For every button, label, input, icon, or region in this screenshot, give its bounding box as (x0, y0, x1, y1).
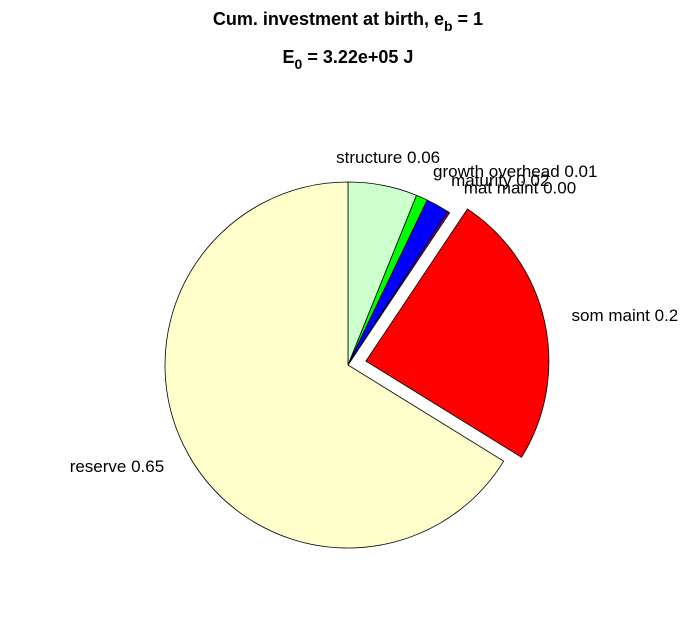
title-subscript: 0 (295, 56, 303, 72)
slice-label: som maint 0.2 (572, 306, 679, 325)
title-subscript: b (444, 18, 453, 34)
title-text: = 1 (453, 9, 484, 29)
pie-slice (365, 208, 550, 458)
title-text: = 3.22e+05 J (302, 47, 413, 67)
slice-label: reserve 0.65 (70, 457, 165, 476)
pie-slice (164, 181, 505, 549)
slice-label: maturity 0.02 (451, 171, 549, 190)
pie-slice (347, 210, 451, 366)
slice-label: growth overhead 0.01 (433, 162, 597, 181)
slice-label: structure 0.06 (336, 148, 440, 167)
title-text: E (283, 47, 295, 67)
chart-title: Cum. investment at birth, eb = 1 (213, 9, 483, 34)
slice-label: mat maint 0.00 (464, 179, 576, 198)
chart-title: E0 = 3.22e+05 J (283, 47, 414, 72)
title-text: Cum. investment at birth, e (213, 9, 444, 29)
